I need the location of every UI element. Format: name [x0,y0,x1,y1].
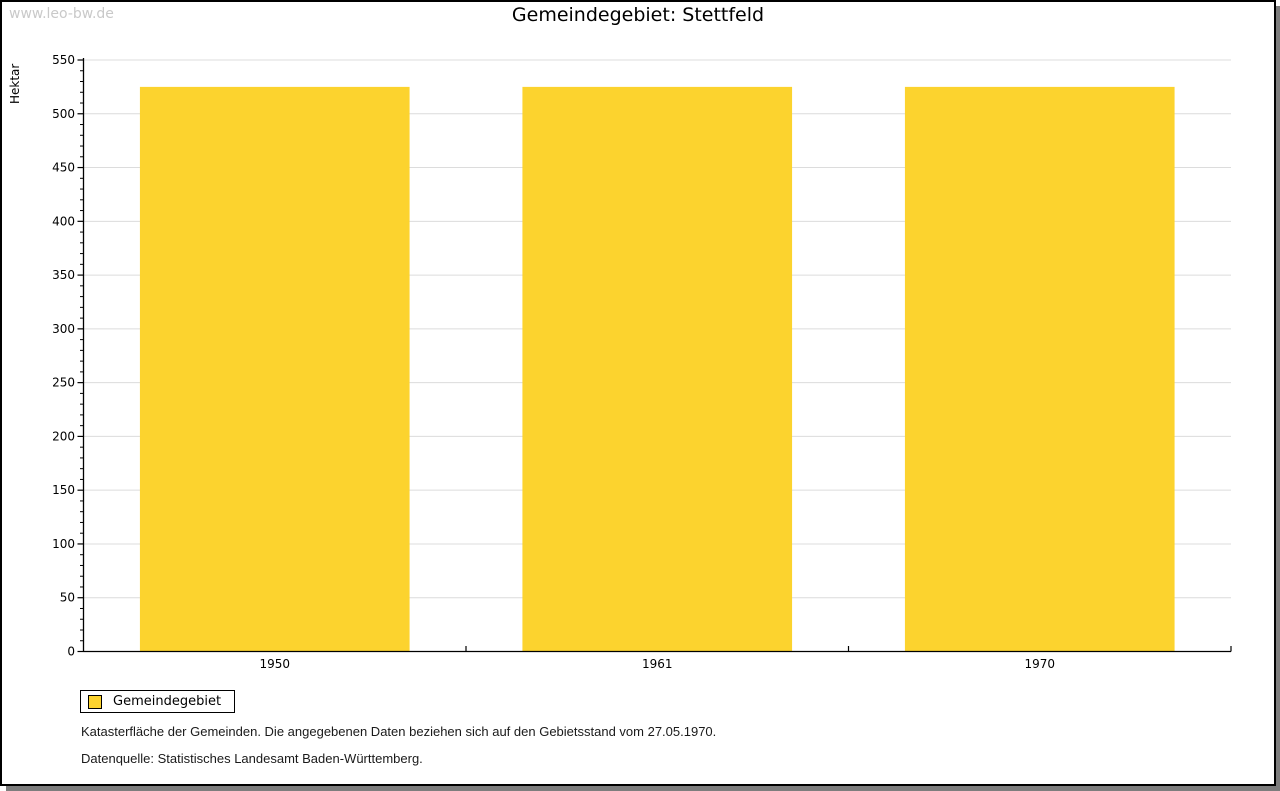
footer-description: Katasterfläche der Gemeinden. Die angege… [81,724,717,739]
y-tick-label: 250 [52,376,75,390]
legend-color-swatch [88,694,102,709]
y-axis-label: Hektar [8,63,22,104]
legend-box: Gemeindegebiet [80,690,236,713]
y-tick-label: 0 [67,645,75,659]
watermark-text: www.leo-bw.de [9,6,114,22]
bar-1970 [904,86,1175,652]
legend-item-label: Gemeindegebiet [113,694,222,709]
x-tick-label: 1970 [1024,657,1055,671]
y-tick-label: 150 [52,483,75,497]
y-tick-label: 550 [52,53,75,67]
x-tick-label: 1961 [642,657,673,671]
footer-datasource: Datenquelle: Statistisches Landesamt Bad… [81,751,423,766]
x-tick-label: 1950 [259,657,290,671]
y-tick-label: 350 [52,268,75,282]
y-tick-label: 100 [52,537,75,551]
y-tick-label: 450 [52,161,75,175]
bar-1961 [522,86,793,652]
y-tick-label: 500 [52,107,75,121]
bar-1950 [139,86,410,652]
y-tick-label: 50 [60,591,75,605]
chart-title: Gemeindegebiet: Stettfeld [511,4,765,26]
y-tick-label: 400 [52,214,75,228]
y-tick-label: 200 [52,429,75,443]
y-tick-label: 300 [52,322,75,336]
